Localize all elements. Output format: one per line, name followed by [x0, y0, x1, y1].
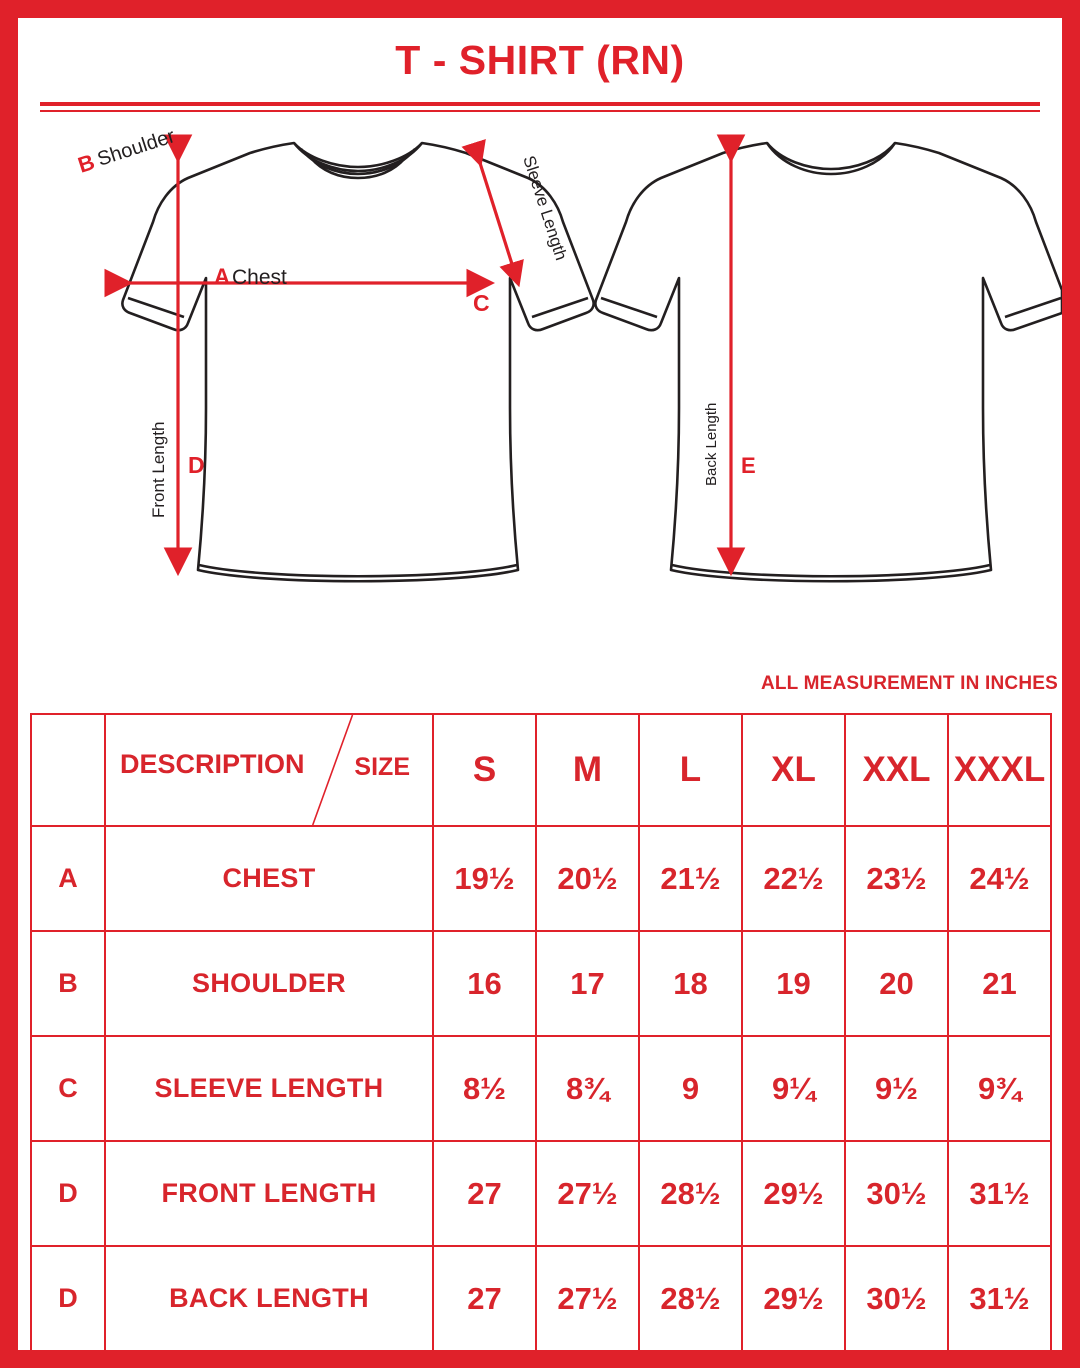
row-value-m: 17 [535, 930, 640, 1037]
row-description: FRONT LENGTH [104, 1140, 434, 1247]
row-value-xxl: 9½ [844, 1035, 949, 1142]
front-letter: D [188, 452, 205, 478]
row-value-s: 19½ [432, 825, 537, 932]
row-value-m: 20½ [535, 825, 640, 932]
header-size-m: M [535, 713, 640, 827]
row-value-xxl: 30½ [844, 1245, 949, 1355]
front-measure-arrows [104, 134, 524, 577]
row-value-xxxl: 9¾ [947, 1035, 1052, 1142]
sleeve-length-label: Sleeve Length [519, 153, 571, 262]
measurement-unit-note: ALL MEASUREMENT IN INCHES [760, 673, 1058, 694]
row-description: SLEEVE LENGTH [104, 1035, 434, 1142]
shoulder-label: Shoulder [95, 125, 178, 171]
row-description: CHEST [104, 825, 434, 932]
row-value-xl: 29½ [741, 1245, 846, 1355]
row-letter: C [30, 1035, 106, 1142]
row-value-xxxl: 21 [947, 930, 1052, 1037]
shoulder-letter: B [75, 149, 98, 178]
row-value-xl: 19 [741, 930, 846, 1037]
back-length-label: Back Length [703, 403, 720, 486]
row-value-xxxl: 31½ [947, 1140, 1052, 1247]
row-value-xxl: 23½ [844, 825, 949, 932]
tshirt-diagram-svg: B Shoulder A Chest Sleeve Length C Front… [75, 125, 1062, 583]
back-view [594, 141, 1062, 583]
header-size-xl: XL [741, 713, 846, 827]
table-row: D BACK LENGTH 27 27½ 28½ 29½ 30½ 31½ [30, 1245, 1052, 1355]
row-value-xl: 29½ [741, 1140, 846, 1247]
table-header-row: DESCRIPTION SIZE S M L XL XXL XXXL [30, 713, 1052, 827]
size-table: DESCRIPTION SIZE S M L XL XXL XXXL A [30, 713, 1052, 1355]
row-value-s: 8½ [432, 1035, 537, 1142]
header-description-label: DESCRIPTION [120, 749, 305, 779]
header-description-size-cell: DESCRIPTION SIZE [104, 713, 434, 827]
header-size-xxl: XXL [844, 713, 949, 827]
row-value-m: 27½ [535, 1140, 640, 1247]
row-value-l: 28½ [638, 1245, 743, 1355]
sleeve-letter: C [473, 290, 490, 316]
row-value-s: 27 [432, 1245, 537, 1355]
row-description: BACK LENGTH [104, 1245, 434, 1355]
back-labels: Back Length E [703, 403, 756, 486]
front-length-label: Front Length [149, 422, 168, 518]
chest-letter: A [214, 264, 230, 289]
row-value-l: 28½ [638, 1140, 743, 1247]
row-value-s: 16 [432, 930, 537, 1037]
size-table-wrapper: DESCRIPTION SIZE S M L XL XXL XXXL A [30, 713, 1052, 1355]
row-value-l: 9 [638, 1035, 743, 1142]
row-value-l: 21½ [638, 825, 743, 932]
row-value-xxl: 30½ [844, 1140, 949, 1247]
title-divider-thick [40, 102, 1040, 106]
table-row: A CHEST 19½ 20½ 21½ 22½ 23½ 24½ [30, 825, 1052, 932]
title-band: T - SHIRT (RN) [40, 18, 1040, 102]
header-letter-cell [30, 713, 106, 827]
row-value-xl: 22½ [741, 825, 846, 932]
table-row: C SLEEVE LENGTH 8½ 8¾ 9 9¼ 9½ 9¾ [30, 1035, 1052, 1142]
chest-label: Chest [232, 266, 287, 289]
table-row: D FRONT LENGTH 27 27½ 28½ 29½ 30½ 31½ [30, 1140, 1052, 1247]
row-value-xxxl: 24½ [947, 825, 1052, 932]
header-size-xxxl: XXXL [947, 713, 1052, 827]
row-letter: D [30, 1245, 106, 1355]
chart-inner-frame: T - SHIRT (RN) [18, 18, 1062, 1355]
row-letter: A [30, 825, 106, 932]
row-value-xl: 9¼ [741, 1035, 846, 1142]
header-size-label: SIZE [354, 753, 410, 781]
page-title: T - SHIRT (RN) [395, 36, 685, 83]
row-value-xxl: 20 [844, 930, 949, 1037]
table-row: B SHOULDER 16 17 18 19 20 21 [30, 930, 1052, 1037]
tshirt-illustration: B Shoulder A Chest Sleeve Length C Front… [18, 118, 1062, 658]
front-view [121, 141, 595, 583]
row-value-s: 27 [432, 1140, 537, 1247]
header-size-l: L [638, 713, 743, 827]
row-value-xxxl: 31½ [947, 1245, 1052, 1355]
row-description: SHOULDER [104, 930, 434, 1037]
title-divider-thin [40, 110, 1040, 112]
row-value-m: 8¾ [535, 1035, 640, 1142]
row-letter: D [30, 1140, 106, 1247]
header-size-s: S [432, 713, 537, 827]
sleeve-length-arrow [461, 139, 524, 288]
row-letter: B [30, 930, 106, 1037]
row-value-m: 27½ [535, 1245, 640, 1355]
back-letter: E [741, 453, 756, 478]
row-value-l: 18 [638, 930, 743, 1037]
